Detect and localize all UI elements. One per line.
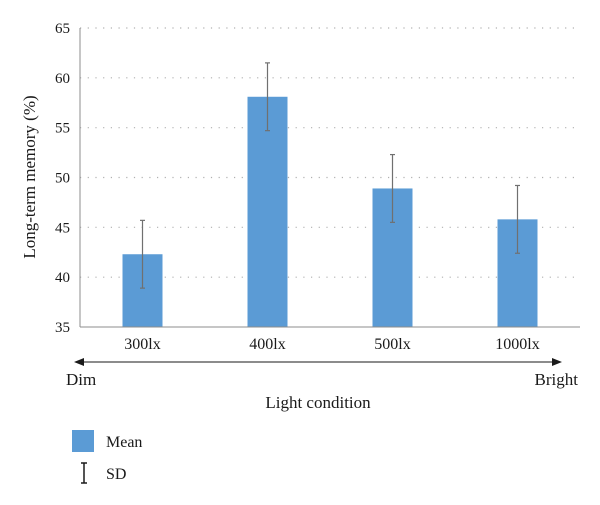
- legend: Mean SD: [72, 430, 142, 484]
- legend-mean-label: Mean: [106, 434, 142, 451]
- gridlines: [80, 27, 580, 278]
- y-tick-label: 45: [55, 220, 70, 236]
- x-tick-labels: 300lx 400lx 500lx 1000lx: [124, 336, 539, 353]
- legend-sd-label: SD: [106, 466, 126, 483]
- dim-label: Dim: [66, 370, 96, 389]
- x-tick-label: 300lx: [124, 336, 160, 353]
- error-bars: [140, 62, 520, 289]
- y-axis-label: Long-term memory (%): [20, 95, 39, 258]
- arrow-left-head: [74, 358, 84, 366]
- x-axis-label: Light condition: [265, 393, 371, 412]
- legend-sd-icon: [81, 462, 87, 484]
- legend-mean-swatch: [72, 430, 94, 452]
- y-tick-label: 40: [55, 270, 70, 286]
- bars: [122, 96, 538, 328]
- dim-bright-arrow: [74, 358, 562, 366]
- error-bar: [265, 62, 270, 132]
- x-tick-label: 400lx: [249, 336, 285, 353]
- error-bar: [390, 153, 395, 223]
- error-bar: [140, 219, 145, 289]
- arrow-right-head: [552, 358, 562, 366]
- y-tick-labels: 35 40 45 50 55 60 65: [55, 21, 70, 336]
- y-tick-label: 60: [55, 71, 70, 87]
- bar: [247, 96, 288, 328]
- y-tick-label: 35: [55, 320, 70, 336]
- x-tick-label: 500lx: [374, 336, 410, 353]
- x-tick-label: 1000lx: [495, 336, 539, 353]
- y-tick-label: 55: [55, 121, 70, 137]
- y-tick-label: 65: [55, 21, 70, 37]
- bright-label: Bright: [535, 370, 579, 389]
- y-tick-label: 50: [55, 171, 70, 187]
- error-bar: [515, 184, 520, 254]
